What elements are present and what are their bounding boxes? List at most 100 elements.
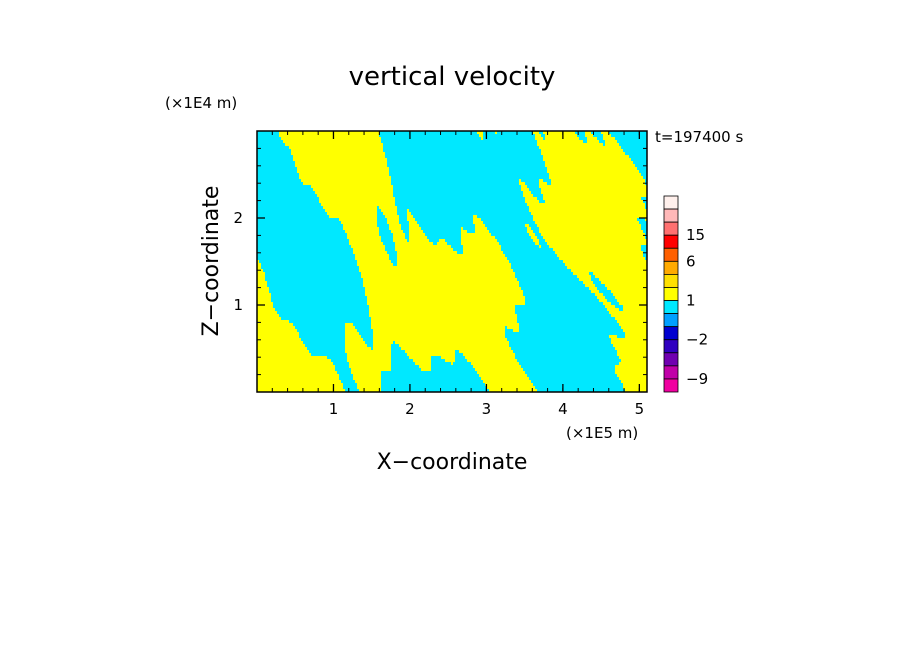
field-cell	[257, 191, 315, 194]
field-cell	[587, 137, 597, 140]
field-cell	[347, 236, 381, 239]
field-cell	[597, 296, 605, 299]
field-cell	[379, 206, 397, 209]
field-cell	[381, 377, 481, 380]
field-cell	[365, 341, 373, 344]
field-cell	[389, 167, 547, 170]
field-cell	[319, 197, 395, 200]
colorbar: 15 6 1 −2 −9	[663, 195, 708, 393]
field-cell	[401, 227, 409, 230]
field-cell	[579, 278, 591, 281]
field-cell	[347, 359, 391, 362]
field-cell	[461, 239, 497, 242]
field-cell	[371, 347, 373, 350]
field-cell	[593, 281, 601, 284]
field-cell	[589, 272, 593, 275]
field-cell	[577, 134, 585, 137]
field-cell	[257, 185, 311, 188]
field-cell	[519, 362, 619, 365]
field-cell	[373, 338, 507, 341]
field-cell	[615, 371, 647, 374]
field-cell	[373, 329, 505, 332]
field-cell	[521, 185, 527, 188]
field-cell	[525, 200, 539, 203]
field-cell	[463, 248, 501, 251]
field-cell	[623, 308, 647, 311]
field-cell	[265, 278, 363, 281]
field-cell	[629, 155, 647, 158]
field-cell	[393, 236, 405, 239]
field-cell	[429, 239, 439, 242]
field-cell	[369, 305, 515, 308]
field-cell	[603, 293, 613, 296]
field-cell	[529, 209, 647, 212]
field-cell	[257, 266, 261, 269]
field-cell	[385, 152, 541, 155]
field-cell	[257, 221, 341, 224]
field-cell	[341, 221, 377, 224]
field-cell	[293, 323, 345, 326]
field-cell	[257, 302, 273, 305]
field-cell	[401, 347, 511, 350]
field-cell	[345, 230, 379, 233]
field-cell	[521, 188, 529, 191]
field-cell	[413, 215, 473, 218]
field-cell	[381, 383, 485, 386]
field-cell	[381, 137, 481, 140]
field-cell	[529, 233, 535, 236]
field-cell	[383, 212, 397, 215]
field-cell	[603, 143, 605, 146]
field-cell	[535, 137, 543, 140]
field-cell	[391, 344, 399, 347]
colorbar-swatch	[663, 352, 679, 367]
y-tick-label: 1	[233, 296, 243, 314]
field-cell	[619, 377, 647, 380]
field-cell	[481, 218, 533, 221]
field-cell	[625, 335, 647, 338]
field-cell	[519, 326, 621, 329]
field-cell	[317, 194, 393, 197]
field-cell	[541, 152, 625, 155]
field-cell	[405, 350, 455, 353]
colorbar-swatch	[663, 365, 679, 380]
field-cell	[339, 218, 377, 221]
field-cell	[513, 329, 519, 332]
field-cell	[525, 224, 529, 227]
field-cell	[643, 254, 647, 257]
field-cell	[527, 203, 645, 206]
field-cell	[257, 251, 353, 254]
field-cell	[409, 227, 421, 230]
field-cell	[343, 386, 357, 389]
field-cell	[455, 350, 459, 353]
field-cell	[615, 137, 647, 140]
field-cell	[483, 137, 535, 140]
field-cell	[431, 365, 473, 368]
field-cell	[389, 227, 401, 230]
field-cell	[391, 353, 407, 356]
field-cell	[643, 200, 647, 203]
field-cell	[519, 284, 585, 287]
field-cell	[257, 227, 343, 230]
field-cell	[549, 245, 641, 248]
field-cell	[423, 230, 461, 233]
field-cell	[531, 227, 539, 230]
field-cell	[353, 248, 385, 251]
field-cell	[257, 233, 347, 236]
field-cell	[265, 272, 361, 275]
field-cell	[393, 188, 521, 191]
field-cell	[391, 368, 421, 371]
field-cell	[613, 344, 647, 347]
field-cell	[603, 137, 615, 140]
field-cell	[257, 170, 297, 173]
field-cell	[463, 227, 475, 230]
field-cell	[535, 233, 541, 236]
field-cell	[447, 242, 461, 245]
field-cell	[623, 329, 647, 332]
field-cell	[615, 317, 647, 320]
field-cell	[385, 248, 395, 251]
field-cell	[377, 221, 387, 224]
field-cell	[391, 260, 397, 263]
field-cell	[421, 227, 461, 230]
field-cell	[517, 320, 617, 323]
field-cell	[563, 260, 647, 263]
